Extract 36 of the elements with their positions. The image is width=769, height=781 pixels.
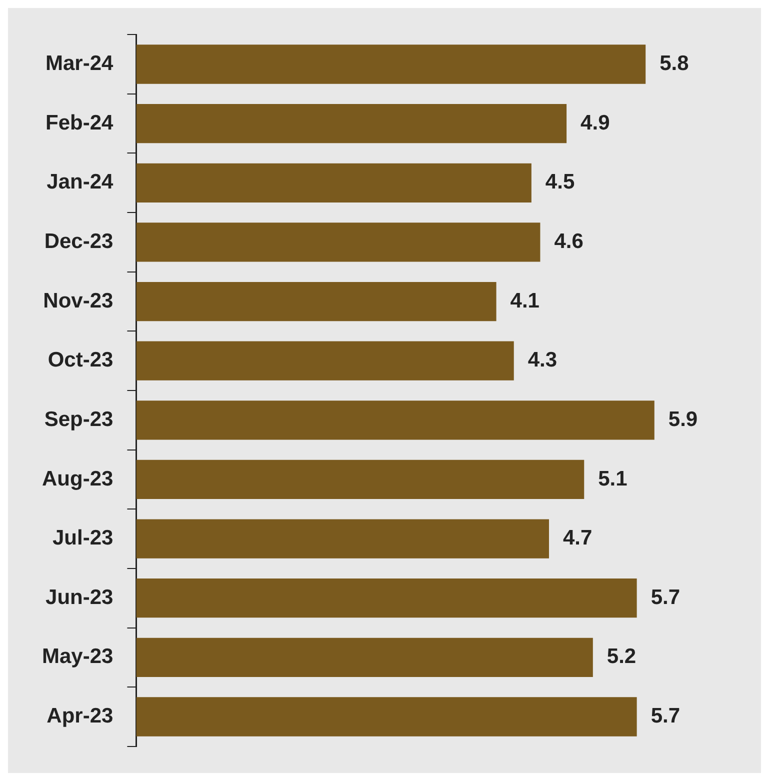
data-label: 5.2 bbox=[606, 645, 636, 668]
y-tick-label: Apr-23 bbox=[46, 704, 114, 728]
bar bbox=[136, 282, 496, 322]
y-tick-label: Mar-24 bbox=[46, 52, 114, 76]
y-tick-label: Oct-23 bbox=[48, 348, 114, 372]
y-tick-label: Dec-23 bbox=[44, 230, 114, 254]
data-label: 4.9 bbox=[580, 111, 610, 134]
y-tick-label: May-23 bbox=[42, 645, 114, 668]
bar bbox=[136, 578, 637, 618]
y-tick-label: Jul-23 bbox=[52, 526, 114, 550]
data-label: 4.6 bbox=[554, 230, 584, 254]
y-tick-label: Nov-23 bbox=[43, 289, 114, 312]
bar bbox=[136, 163, 532, 202]
data-label: 5.1 bbox=[598, 467, 628, 490]
data-label: 5.8 bbox=[660, 52, 690, 76]
bar bbox=[136, 222, 540, 262]
bar bbox=[136, 638, 593, 677]
data-label: 4.7 bbox=[562, 526, 592, 550]
y-tick-label: Jan-24 bbox=[46, 170, 114, 194]
bar bbox=[136, 341, 514, 380]
bar bbox=[136, 44, 646, 84]
data-label: 4.3 bbox=[528, 348, 558, 372]
bar bbox=[136, 697, 637, 736]
data-label: 5.9 bbox=[668, 408, 698, 431]
bar bbox=[136, 400, 654, 440]
bar bbox=[136, 519, 549, 558]
y-tick-label: Sep-23 bbox=[44, 408, 114, 431]
y-tick-label: Aug-23 bbox=[42, 467, 114, 490]
bar bbox=[136, 460, 584, 500]
data-label: 4.1 bbox=[510, 289, 540, 312]
data-label: 5.7 bbox=[650, 586, 680, 609]
bar bbox=[136, 104, 567, 144]
data-label: 4.5 bbox=[545, 170, 575, 194]
y-tick-label: Jun-23 bbox=[46, 586, 114, 609]
y-tick-label: Feb-24 bbox=[46, 111, 114, 134]
data-label: 5.7 bbox=[650, 704, 680, 728]
